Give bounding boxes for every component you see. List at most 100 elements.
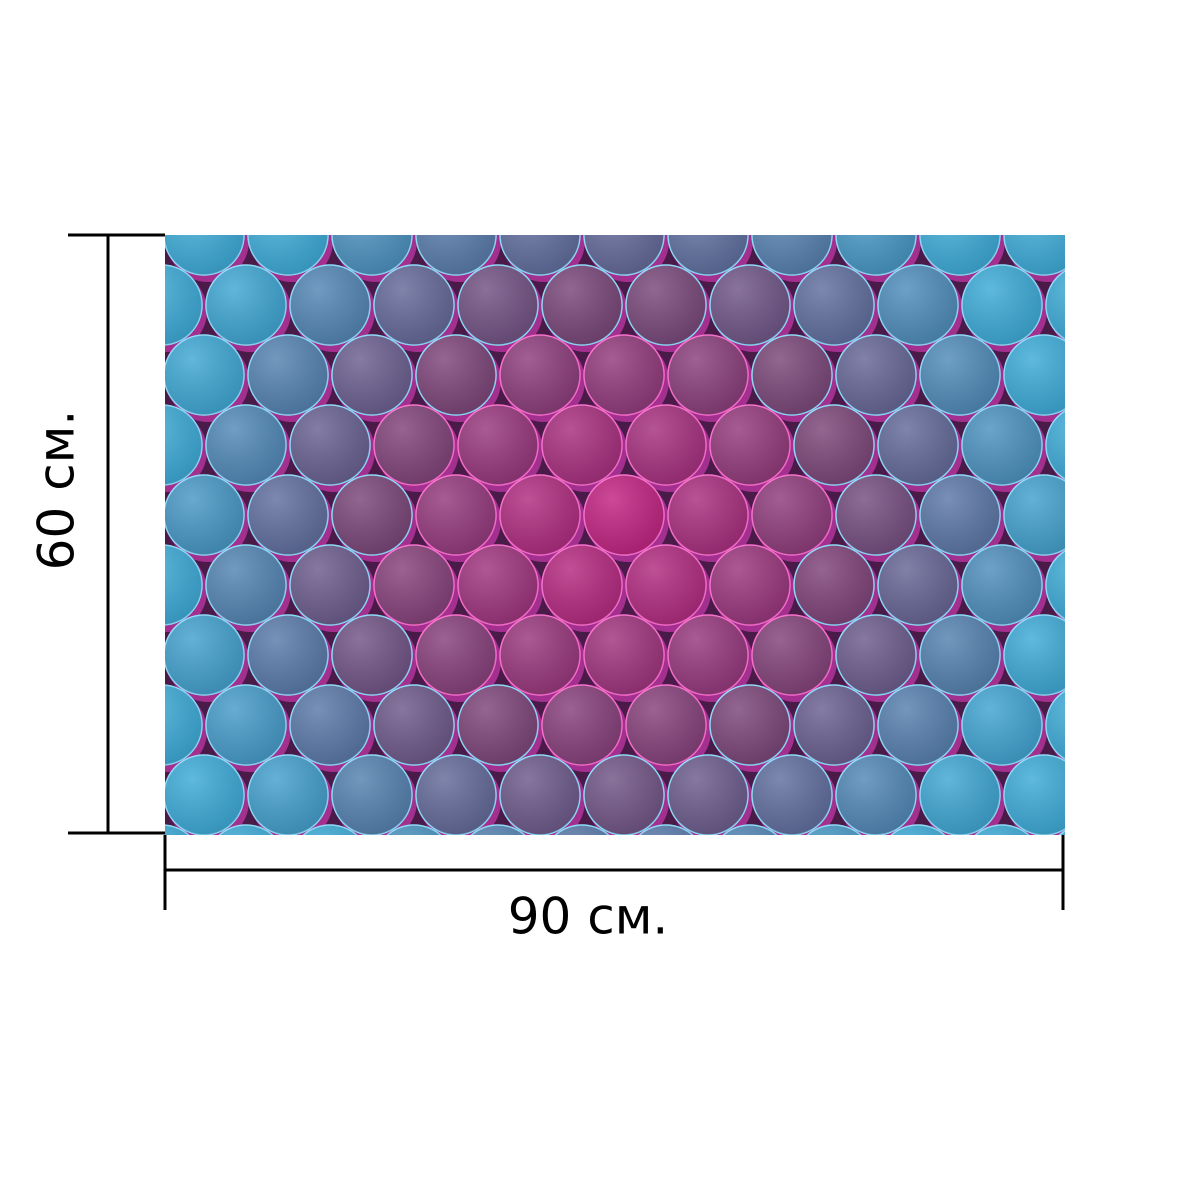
- circle: [206, 545, 286, 625]
- circle: [206, 685, 286, 765]
- circle: [500, 615, 580, 695]
- circle: [165, 235, 244, 275]
- circle: [878, 265, 958, 345]
- circle: [416, 235, 496, 275]
- circle: [920, 475, 1000, 555]
- circle: [542, 265, 622, 345]
- circle: [500, 335, 580, 415]
- circle: [1004, 755, 1065, 835]
- circle: [377, 130, 459, 212]
- circle: [374, 545, 454, 625]
- circle: [165, 265, 202, 345]
- circle: [1049, 130, 1131, 212]
- circle: [920, 235, 1000, 275]
- circle: [165, 825, 189, 835]
- circle: [83, 340, 165, 422]
- circle: [290, 265, 370, 345]
- circle: [500, 475, 580, 555]
- circle: [626, 125, 706, 205]
- circle: [1046, 550, 1065, 620]
- circle: [794, 125, 874, 205]
- circle: [165, 335, 244, 415]
- circle: [218, 824, 274, 835]
- circle: [542, 685, 622, 765]
- circle: [206, 125, 286, 205]
- circle: [1004, 235, 1065, 275]
- circle: [332, 235, 412, 275]
- circle: [752, 615, 832, 695]
- circle: [584, 475, 664, 555]
- circle: [962, 685, 1042, 765]
- circle: [710, 545, 790, 625]
- circle: [290, 125, 370, 205]
- circle: [713, 130, 795, 212]
- circle: [1004, 615, 1065, 695]
- circle: [500, 755, 580, 835]
- circle: [626, 405, 706, 485]
- circle: [165, 824, 190, 835]
- circle: [542, 545, 622, 625]
- circle: [125, 130, 207, 212]
- circle: [629, 130, 711, 212]
- circle: [542, 405, 622, 485]
- circle: [1046, 125, 1126, 205]
- circle: [794, 405, 874, 485]
- circle: [416, 615, 496, 695]
- circle: [1046, 270, 1065, 340]
- circle: [458, 265, 538, 345]
- circle: [710, 405, 790, 485]
- circle: [122, 125, 202, 205]
- circle: [290, 685, 370, 765]
- height-label: 60 см.: [28, 410, 86, 571]
- circle: [794, 545, 874, 625]
- circle: [752, 335, 832, 415]
- circle: [290, 405, 370, 485]
- circle: [890, 824, 946, 835]
- width-label: 90 см.: [508, 888, 669, 946]
- circle: [806, 824, 862, 835]
- circle: [710, 685, 790, 765]
- circle: [710, 125, 790, 205]
- circle: [374, 125, 454, 205]
- circle: [542, 125, 622, 205]
- circle: [975, 825, 1029, 835]
- circle: [668, 475, 748, 555]
- circle: [332, 335, 412, 415]
- circle: [209, 130, 291, 212]
- circle: [626, 685, 706, 765]
- circle: [332, 755, 412, 835]
- circle: [332, 615, 412, 695]
- circle: [165, 405, 202, 485]
- circle: [1004, 475, 1065, 555]
- circle: [1046, 125, 1126, 205]
- circle: [374, 685, 454, 765]
- circle: [836, 475, 916, 555]
- circle: [83, 620, 165, 702]
- circle: [165, 545, 202, 625]
- circle: [416, 475, 496, 555]
- circle: [80, 475, 160, 555]
- circle: [165, 475, 244, 555]
- circle: [710, 265, 790, 345]
- circle: [387, 825, 441, 835]
- circle: [626, 125, 706, 205]
- dimension-lines: [68, 233, 1065, 910]
- circle: [836, 335, 916, 415]
- circle: [80, 335, 160, 415]
- circle: [639, 825, 693, 835]
- circle: [965, 130, 1047, 212]
- circle: [83, 480, 165, 562]
- circle: [962, 125, 1042, 205]
- circle: [626, 545, 706, 625]
- circle: [962, 545, 1042, 625]
- circle: [974, 824, 1030, 835]
- circle: [878, 545, 958, 625]
- circle: [1046, 690, 1065, 760]
- circle: [1004, 335, 1065, 415]
- circle: [878, 405, 958, 485]
- circle: [555, 825, 609, 835]
- circle: [83, 760, 165, 842]
- circle: [458, 685, 538, 765]
- circle: [962, 125, 1042, 205]
